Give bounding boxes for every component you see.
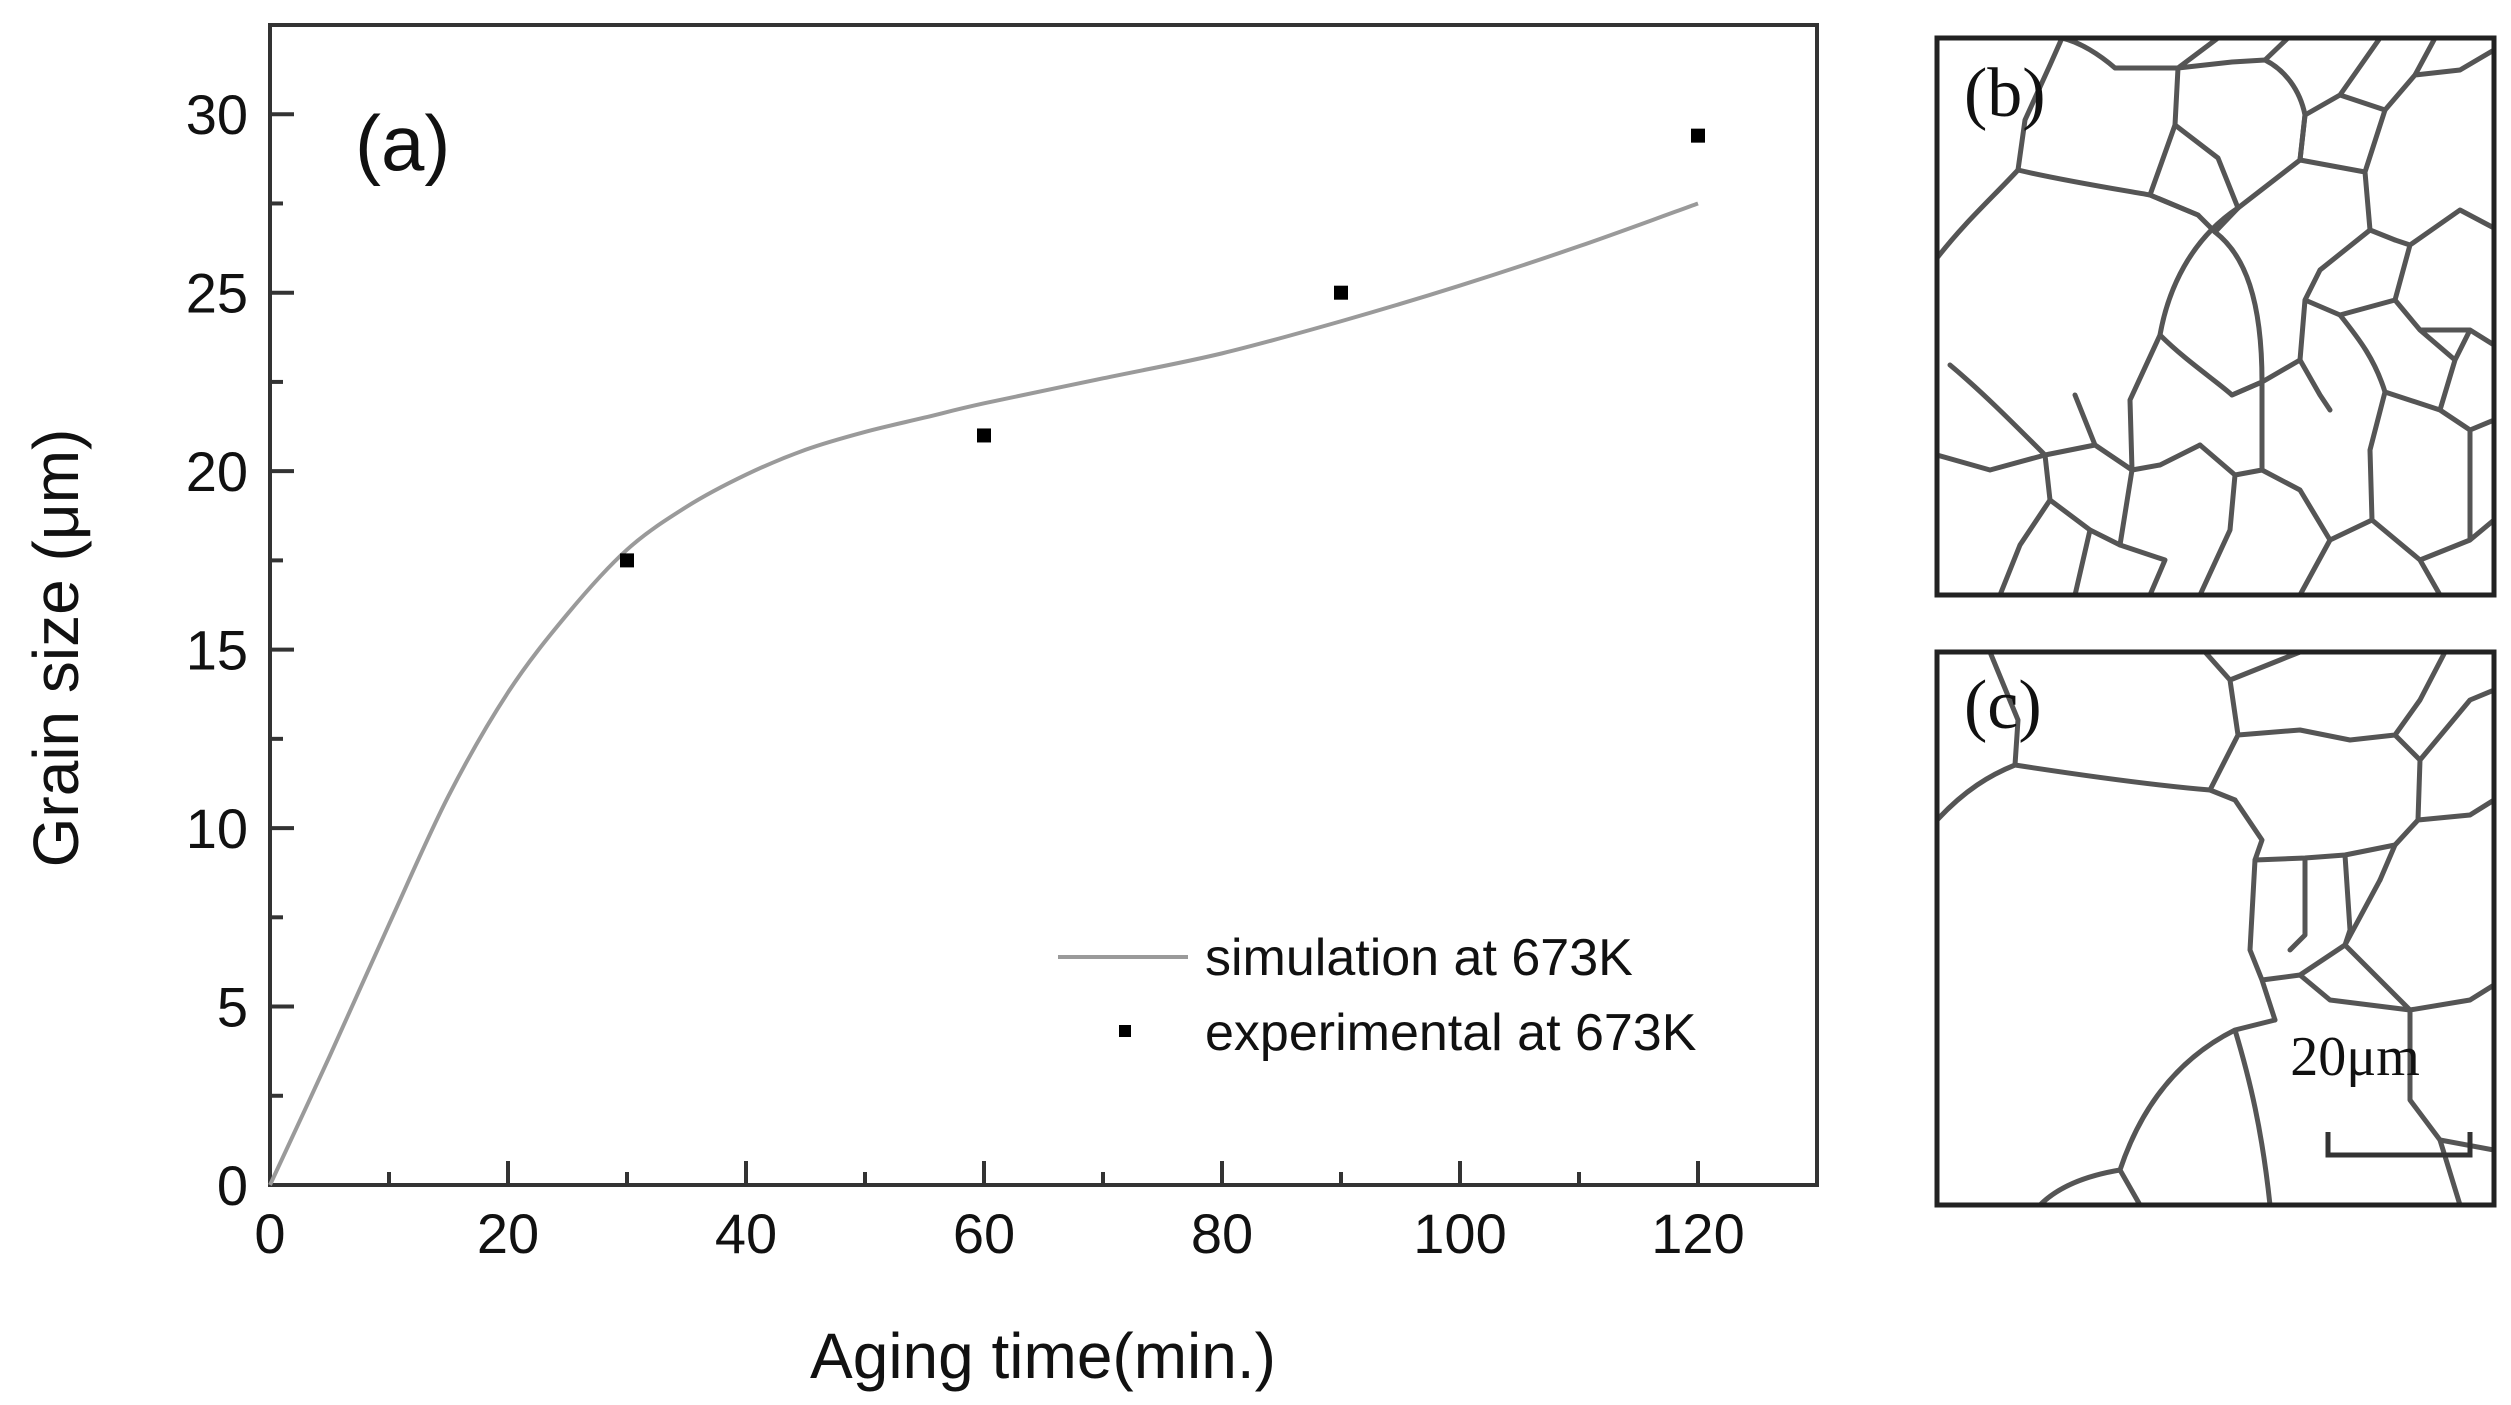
y-axis-label: Grain size (μm) (20, 429, 92, 868)
x-axis-label: Aging time(min.) (810, 1320, 1276, 1392)
x-tick-label: 80 (1191, 1202, 1253, 1265)
y-tick-label: 30 (186, 83, 248, 146)
x-tick-label: 100 (1413, 1202, 1506, 1265)
micrograph-panel-c: (c) 20μm (1934, 649, 2497, 1208)
legend-label-simulation: simulation at 673K (1205, 929, 1633, 987)
y-tick-label: 25 (186, 262, 248, 325)
experimental-point (1334, 285, 1348, 300)
legend-point-swatch (1119, 1025, 1131, 1037)
scale-bar (2325, 1132, 2473, 1158)
x-tick-label: 60 (953, 1202, 1015, 1265)
legend: simulation at 673K experimental at 673K (1058, 929, 1697, 1062)
x-tick-label: 40 (715, 1202, 777, 1265)
x-tick-label: 20 (477, 1202, 539, 1265)
y-tick-label: 0 (217, 1154, 248, 1217)
experimental-point (620, 553, 634, 568)
series-layer (268, 128, 1705, 1186)
experimental-point (977, 428, 991, 443)
micrograph-frame-c (1934, 649, 2497, 1208)
y-tick-label: 15 (186, 619, 248, 682)
y-axis-ticks: 0 5 10 15 20 25 30 (186, 83, 294, 1217)
plot-frame (268, 23, 1819, 1187)
panel-label-b: (b) (1964, 55, 2046, 132)
chart-panel: 0 20 40 60 80 100 120 0 5 10 15 20 25 30 (a) Aging t… (20, 23, 1819, 1392)
micrograph-frame-b (1934, 35, 2497, 598)
panel-label-a: (a) (355, 99, 450, 187)
y-tick-label: 10 (186, 797, 248, 860)
y-tick-label: 5 (217, 976, 248, 1039)
x-tick-label: 120 (1651, 1202, 1744, 1265)
panel-label-c: (c) (1964, 667, 2042, 744)
legend-label-experimental: experimental at 673K (1205, 1004, 1697, 1062)
experimental-point (1691, 128, 1705, 143)
x-tick-label: 0 (254, 1202, 285, 1265)
grain-boundaries-c (1937, 652, 2494, 1205)
micrograph-panel-b: (b) (1934, 35, 2497, 598)
simulation-line (268, 201, 1699, 1186)
scale-bar-label: 20μm (2290, 1026, 2420, 1088)
y-tick-label: 20 (186, 440, 248, 503)
x-axis-ticks: 0 20 40 60 80 100 120 (254, 1161, 1745, 1265)
grain-boundaries-b (1937, 38, 2494, 595)
